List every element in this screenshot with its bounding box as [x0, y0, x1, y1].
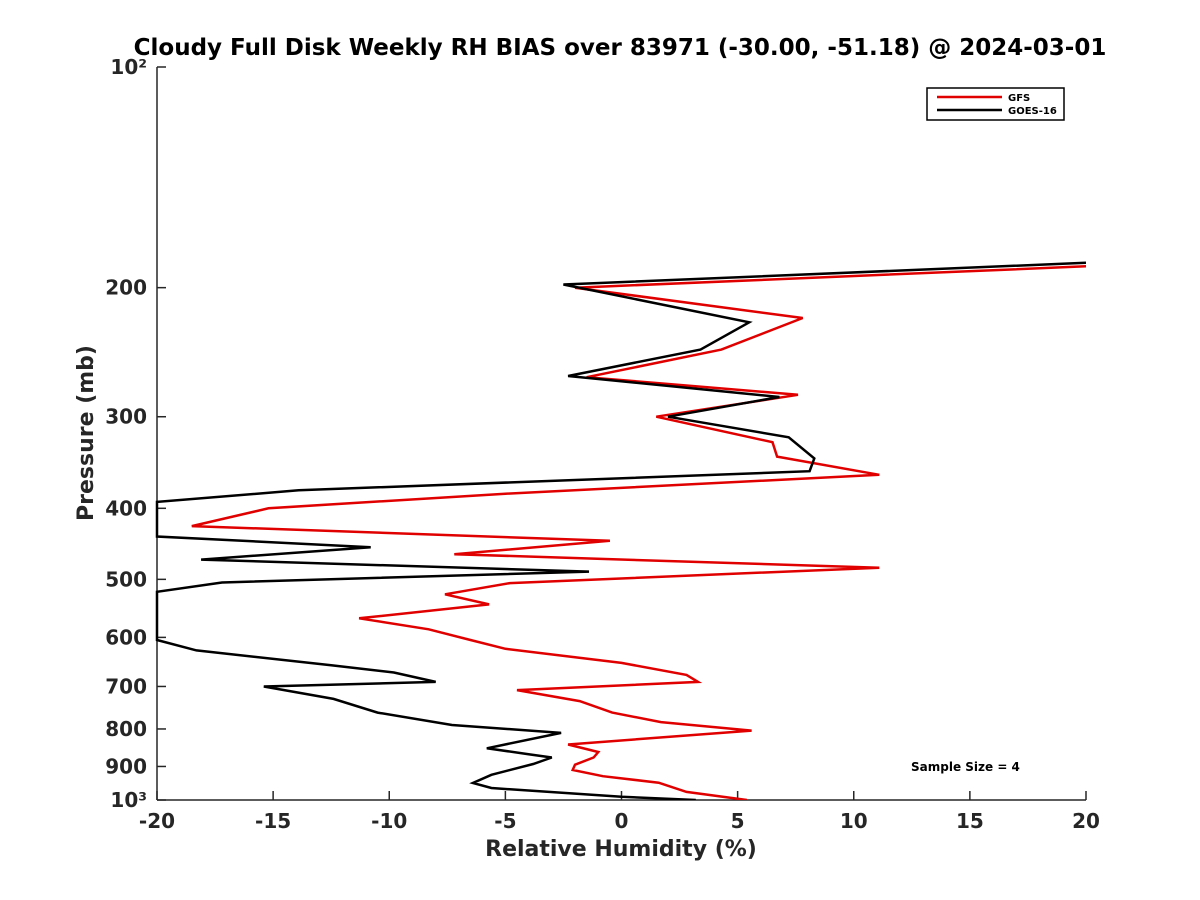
legend: GFS GOES-16	[926, 87, 1065, 121]
plot-area	[156, 67, 1086, 801]
legend-label-goes16: GOES-16	[1008, 106, 1057, 117]
x-tick-label: -10	[371, 809, 407, 833]
x-tick-label: 0	[615, 809, 629, 833]
y-tick-label: 300	[105, 405, 147, 429]
x-tick-label: 10	[840, 809, 868, 833]
y-ticks: 10² 200 300 400 500 600 700 800 900 10³	[105, 55, 166, 812]
y-axis-label: Pressure (mb)	[74, 345, 99, 521]
x-ticks: -20 -15 -10 -5 0 5 10 15 20	[139, 791, 1100, 833]
series-line-gfs	[191, 265, 1086, 800]
series-line-goes16	[155, 261, 1086, 800]
y-tick-label: 10³	[110, 788, 147, 812]
legend-box	[926, 87, 1065, 121]
series-lines	[155, 261, 1086, 800]
x-tick-label: -5	[494, 809, 516, 833]
legend-label-gfs: GFS	[1008, 93, 1030, 104]
chart-title: Cloudy Full Disk Weekly RH BIAS over 839…	[134, 35, 1107, 61]
x-tick-label: -20	[139, 809, 175, 833]
x-tick-label: -15	[255, 809, 291, 833]
y-tick-label: 400	[105, 496, 147, 520]
y-tick-label: 500	[105, 567, 147, 591]
y-tick-label: 900	[105, 754, 147, 778]
x-tick-label: 15	[956, 809, 984, 833]
sample-size-annotation: Sample Size = 4	[911, 760, 1020, 774]
y-tick-label: 10²	[110, 55, 147, 79]
x-tick-label: 20	[1072, 809, 1100, 833]
y-tick-label: 800	[105, 717, 147, 741]
x-axis-label: Relative Humidity (%)	[485, 837, 757, 862]
x-tick-label: 5	[731, 809, 745, 833]
y-tick-label: 200	[105, 276, 147, 300]
y-tick-label: 700	[105, 674, 147, 698]
y-tick-label: 600	[105, 625, 147, 649]
